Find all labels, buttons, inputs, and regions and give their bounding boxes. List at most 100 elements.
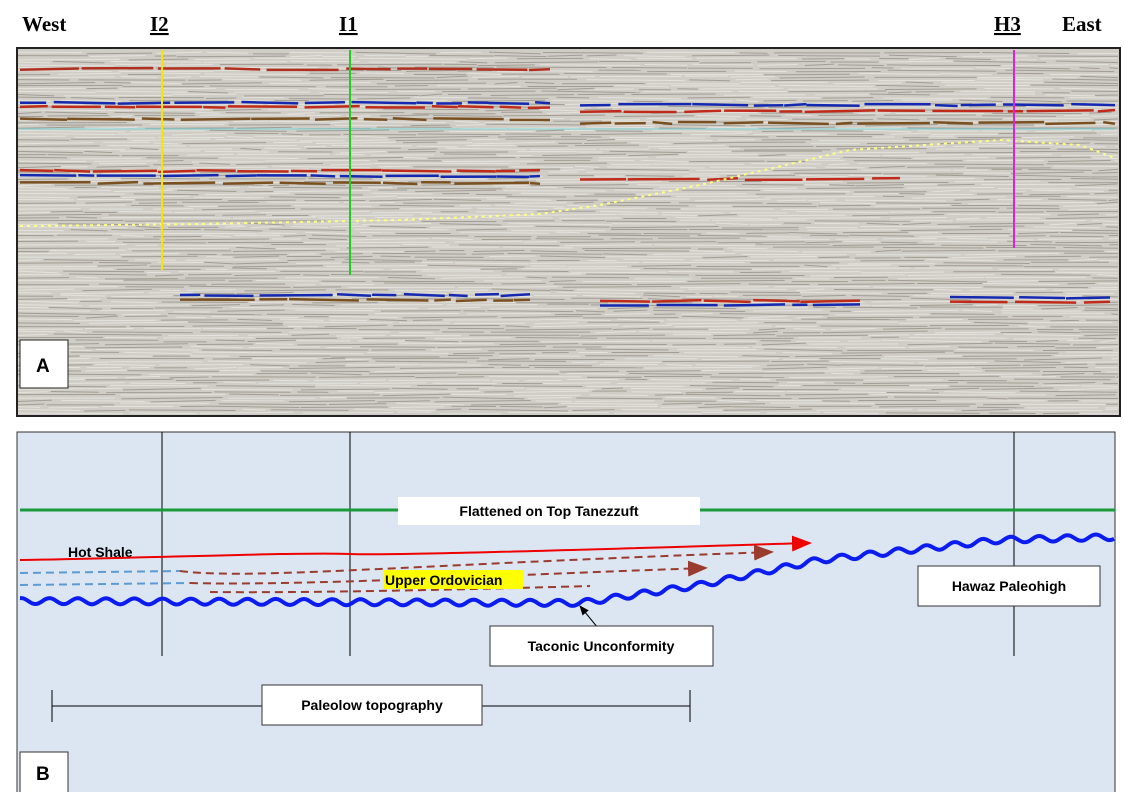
seismic-trace bbox=[196, 170, 235, 171]
seismic-trace bbox=[556, 97, 589, 98]
seismic-trace bbox=[397, 188, 502, 189]
seismic-trace bbox=[632, 392, 682, 393]
seismic-trace bbox=[602, 388, 623, 389]
seismic-trace bbox=[1111, 358, 1118, 359]
seismic-trace bbox=[1103, 122, 1115, 124]
seismic-trace bbox=[111, 62, 202, 63]
seismic-trace bbox=[564, 73, 667, 74]
seismic-trace bbox=[457, 71, 492, 72]
seismic-trace bbox=[403, 142, 437, 143]
seismic-trace bbox=[792, 119, 873, 120]
seismic-trace bbox=[434, 300, 451, 301]
seismic-trace bbox=[751, 256, 818, 257]
seismic-trace bbox=[337, 294, 371, 295]
seismic-trace bbox=[927, 370, 981, 371]
seismic-trace bbox=[490, 308, 598, 309]
seismic-trace bbox=[1018, 205, 1059, 206]
seismic-trace bbox=[1015, 302, 1076, 303]
seismic-trace bbox=[784, 104, 806, 105]
seismic-trace bbox=[515, 203, 566, 204]
seismic-trace bbox=[195, 59, 250, 60]
seismic-trace bbox=[181, 119, 251, 120]
seismic-section bbox=[17, 48, 1120, 416]
seismic-trace bbox=[405, 370, 505, 371]
unconformity-label: Taconic Unconformity bbox=[528, 638, 675, 654]
seismic-trace bbox=[305, 106, 360, 107]
seismic-trace bbox=[280, 395, 379, 396]
seismic-trace bbox=[18, 146, 99, 147]
seismic-trace bbox=[847, 182, 949, 183]
seismic-trace bbox=[243, 409, 265, 410]
seismic-trace bbox=[724, 304, 785, 305]
seismic-trace bbox=[652, 300, 701, 302]
seismic-trace bbox=[489, 103, 530, 104]
seismic-trace bbox=[920, 146, 946, 147]
seismic-trace bbox=[739, 215, 846, 216]
seismic-trace bbox=[330, 226, 366, 227]
seismic-trace bbox=[838, 65, 884, 66]
seismic-trace bbox=[18, 149, 125, 150]
seismic-trace bbox=[749, 284, 810, 285]
seismic-trace bbox=[159, 364, 243, 365]
seismic-trace bbox=[449, 295, 468, 296]
seismic-trace bbox=[304, 146, 327, 147]
seismic-trace bbox=[765, 196, 874, 197]
panel-label: B bbox=[36, 764, 50, 785]
seismic-trace bbox=[900, 193, 925, 194]
seismic-trace bbox=[322, 358, 345, 359]
seismic-trace bbox=[265, 148, 301, 149]
seismic-trace bbox=[203, 328, 266, 329]
seismic-trace bbox=[610, 137, 706, 138]
seismic-trace bbox=[18, 97, 66, 98]
seismic-trace bbox=[274, 187, 362, 188]
seismic-trace bbox=[20, 119, 67, 120]
seismic-trace bbox=[1019, 297, 1065, 298]
seismic-trace bbox=[493, 185, 527, 186]
seismic-trace bbox=[1038, 281, 1118, 282]
seismic-trace bbox=[746, 233, 789, 234]
seismic-trace bbox=[907, 128, 1015, 129]
seismic-trace bbox=[724, 95, 806, 96]
seismic-trace bbox=[1066, 298, 1110, 299]
seismic-trace bbox=[1027, 110, 1094, 111]
seismic-trace bbox=[271, 353, 364, 354]
seismic-trace bbox=[177, 56, 286, 57]
seismic-trace bbox=[203, 107, 225, 108]
seismic-trace bbox=[742, 184, 803, 185]
seismic-trace bbox=[686, 392, 733, 393]
seismic-trace bbox=[488, 350, 575, 351]
seismic-trace bbox=[1064, 115, 1088, 116]
seismic-trace bbox=[535, 102, 550, 103]
seismic-trace bbox=[161, 161, 183, 162]
seismic-trace bbox=[51, 211, 83, 212]
west-label: West bbox=[22, 12, 66, 36]
seismic-trace bbox=[978, 122, 1044, 123]
seismic-trace bbox=[18, 407, 40, 408]
seismic-trace bbox=[1003, 104, 1064, 105]
seismic-trace bbox=[1043, 413, 1079, 414]
seismic-trace bbox=[746, 239, 829, 240]
seismic-trace bbox=[580, 123, 611, 124]
seismic-trace bbox=[200, 332, 281, 333]
seismic-trace bbox=[63, 271, 144, 272]
seismic-trace bbox=[672, 344, 715, 345]
seismic-trace bbox=[934, 164, 1044, 165]
seismic-trace bbox=[1016, 202, 1094, 203]
seismic-trace bbox=[623, 259, 684, 260]
seismic-trace bbox=[343, 134, 416, 135]
seismic-trace bbox=[355, 229, 449, 230]
seismic-trace bbox=[127, 379, 174, 380]
seismic-trace bbox=[514, 395, 580, 396]
seismic-trace bbox=[625, 379, 647, 380]
seismic-trace bbox=[500, 406, 542, 407]
seismic-trace bbox=[54, 102, 116, 103]
seismic-trace bbox=[764, 100, 797, 101]
seismic-trace bbox=[411, 125, 450, 126]
seismic-trace bbox=[87, 88, 118, 89]
seismic-trace bbox=[501, 283, 545, 284]
seismic-trace bbox=[887, 392, 939, 393]
seismic-trace bbox=[990, 97, 1064, 98]
seismic-trace bbox=[881, 242, 917, 243]
seismic-trace bbox=[585, 251, 689, 252]
seismic-trace bbox=[524, 380, 561, 381]
